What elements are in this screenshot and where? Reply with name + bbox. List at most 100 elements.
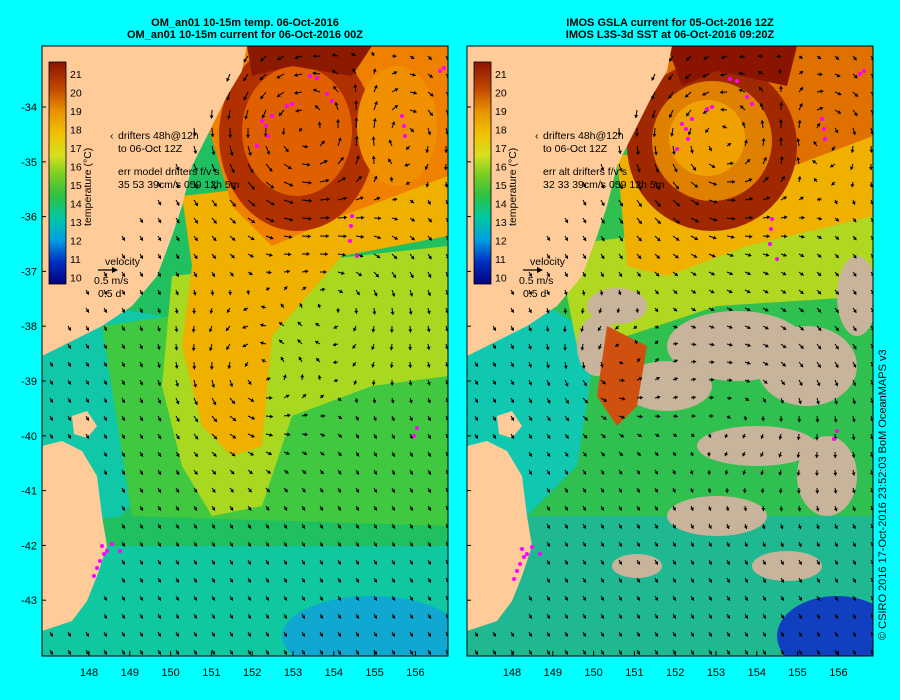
velocity-arrowhead [656,237,661,242]
velocity-arrowhead [157,382,162,386]
velocity-arrowhead [121,651,125,655]
velocity-arrowhead [637,186,642,190]
velocity-arrowhead [301,651,305,655]
velocity-arrowhead [692,414,696,419]
velocity-arrowhead [260,323,264,328]
velocity-arrowhead [601,452,605,457]
velocity-arrowhead [636,633,640,637]
velocity-arrowhead [796,436,801,441]
velocity-arrowhead [708,525,712,529]
velocity-arrowhead [799,290,804,294]
velocity-arrowhead [639,395,643,400]
velocity-arrowhead [760,489,765,494]
velocity-arrowhead [139,615,143,619]
drifter-point [98,559,102,563]
velocity-arrowhead [121,291,125,295]
velocity-arrowhead [764,307,769,312]
velocity-arrowhead [103,453,107,457]
velocity-arrowhead [319,561,323,565]
velocity-arrowhead [391,417,395,421]
velocity-arrowhead [391,543,395,547]
velocity-arrowhead [690,543,694,547]
velocity-arrowhead [546,273,550,277]
velocity-arrowhead [761,508,766,512]
colorbar-tick-label: 20 [70,88,82,100]
velocity-arrowhead [230,488,234,493]
velocity-arrowhead [711,360,715,365]
velocity-arrowhead [265,615,269,619]
velocity-arrowhead [835,272,839,277]
velocity-arrowhead [651,77,655,81]
velocity-arrowhead [510,435,515,439]
velocity-arrowhead [352,344,357,349]
right-temperature-field [467,46,873,656]
velocity-arrowhead [583,382,587,387]
velocity-arrowhead [355,434,359,439]
velocity-arrowhead [582,489,586,493]
velocity-arrowhead [139,471,144,475]
velocity-arrowhead [445,201,448,205]
velocity-arrowhead [870,237,873,241]
velocity-arrowhead [800,272,804,276]
velocity-arrowhead [732,216,736,221]
velocity-arrowhead [673,307,678,312]
velocity-arrowhead [67,363,71,367]
velocity-arrowhead [287,165,292,169]
velocity-arrowhead [393,197,398,202]
velocity-arrowhead [261,305,265,310]
velocity-arrowhead [817,327,822,331]
velocity-arrowhead [836,73,841,78]
velocity-arrowhead [260,57,264,62]
velocity-arrowhead [744,597,748,601]
velocity-arrowhead [265,651,269,655]
velocity-arrowhead [546,651,550,655]
velocity-arrowhead [301,561,305,565]
velocity-arrowhead [726,415,731,419]
velocity-arrowhead [391,453,395,457]
velocity-arrowhead [835,309,839,313]
velocity-arrowhead [743,525,748,529]
velocity-arrowhead [710,413,714,418]
velocity-arrowhead [869,472,873,476]
velocity-arrowhead [563,347,568,351]
velocity-arrowhead [445,561,448,565]
velocity-arrowhead [374,101,378,105]
velocity-arrowhead [870,291,873,295]
velocity-arrowhead [687,131,692,136]
velocity-arrowhead [279,112,283,116]
velocity-arrowhead [819,106,824,111]
velocity-arrowhead [546,507,550,511]
velocity-arrowhead [301,615,305,619]
velocity-arrowhead [689,452,694,457]
velocity-arrowhead [692,307,696,312]
velocity-arrowhead [546,543,550,547]
left-panel-title: OM_an01 10-15m temp. 06-Oct-2016 OM_an01… [42,17,448,41]
velocity-arrowhead [312,71,316,76]
velocity-arrowhead [816,561,820,565]
velocity-arrowhead [726,597,730,601]
velocity-arrowhead [277,56,281,61]
velocity-arrowhead [157,237,162,241]
velocity-arrowhead [816,543,820,547]
velocity-arrowhead [360,234,364,239]
lon-tick-label: 150 [584,667,602,679]
velocity-arrowhead [354,135,359,140]
velocity-arrowhead [798,615,802,619]
velocity-arrowhead [393,255,398,259]
colorbar-tick-label: 19 [70,106,82,118]
velocity-arrowhead [797,508,802,512]
velocity-arrowhead [445,633,448,637]
velocity-arrowhead [782,362,786,367]
velocity-arrowhead [139,651,143,655]
velocity-arrowhead [321,140,325,145]
velocity-arrowhead [749,197,753,201]
velocity-arrowhead [139,543,143,547]
velocity-arrowhead [634,133,639,137]
velocity-arrowhead [760,435,765,439]
velocity-arrowhead [744,543,748,547]
velocity-arrowhead [655,272,660,277]
velocity-arrowhead [528,309,532,314]
velocity-arrowhead [852,507,856,512]
velocity-arrowhead [673,168,678,173]
velocity-arrowhead [445,381,448,385]
